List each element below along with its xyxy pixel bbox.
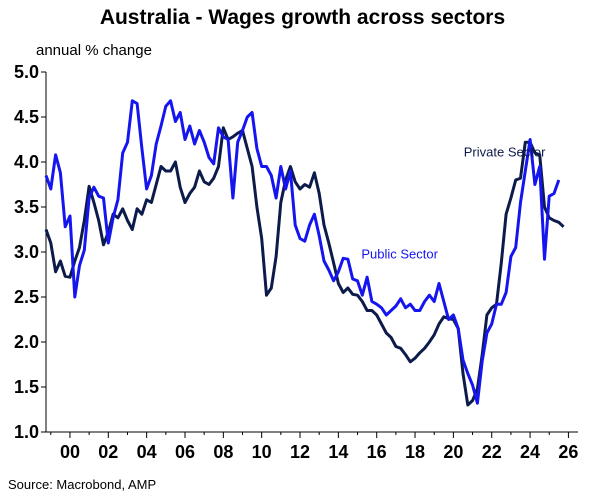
series-group [44, 99, 565, 407]
x-tick-label: 16 [367, 442, 387, 462]
x-tick-label: 24 [520, 442, 540, 462]
y-tick-label: 3.5 [14, 197, 39, 217]
annotation-private-sector: Private Sector [464, 145, 546, 160]
axes [45, 72, 578, 433]
y-tick-label: 1.5 [14, 377, 39, 397]
x-tick-label: 14 [328, 442, 348, 462]
x-tick-label: 06 [175, 442, 195, 462]
y-tick-label: 3.0 [14, 242, 39, 262]
x-tick-label: 10 [252, 442, 272, 462]
series-line-public-sector [44, 99, 561, 405]
x-tick-label: 00 [60, 442, 80, 462]
y-tick-label: 5.0 [14, 62, 39, 82]
x-tick-label: 04 [137, 442, 157, 462]
x-tick-label: 18 [405, 442, 425, 462]
y-axis-ticks: 1.0 1.5 2.0 2.5 3.0 3.5 4.0 4.5 5.0 [14, 62, 46, 442]
chart-source: Source: Macrobond, AMP [8, 477, 157, 492]
chart-subtitle: annual % change [36, 42, 152, 59]
x-axis-ticks: 00 02 04 06 08 10 12 14 16 18 20 22 24 26 [50, 432, 578, 462]
y-tick-label: 4.5 [14, 107, 39, 127]
x-tick-label: 22 [482, 442, 502, 462]
annotation-public-sector: Public Sector [361, 246, 438, 261]
x-tick-label: 20 [443, 442, 463, 462]
y-tick-label: 2.0 [14, 332, 39, 352]
series-line-private-sector [44, 126, 565, 407]
y-tick-label: 2.5 [14, 287, 39, 307]
x-tick-label: 12 [290, 442, 310, 462]
chart-title: Australia - Wages growth across sectors [99, 6, 506, 29]
y-tick-label: 1.0 [14, 422, 39, 442]
x-tick-label: 26 [558, 442, 578, 462]
annotations: Private Sector Public Sector [361, 145, 546, 262]
y-tick-label: 4.0 [14, 152, 39, 172]
x-tick-label: 08 [213, 442, 233, 462]
x-tick-label: 02 [98, 442, 118, 462]
